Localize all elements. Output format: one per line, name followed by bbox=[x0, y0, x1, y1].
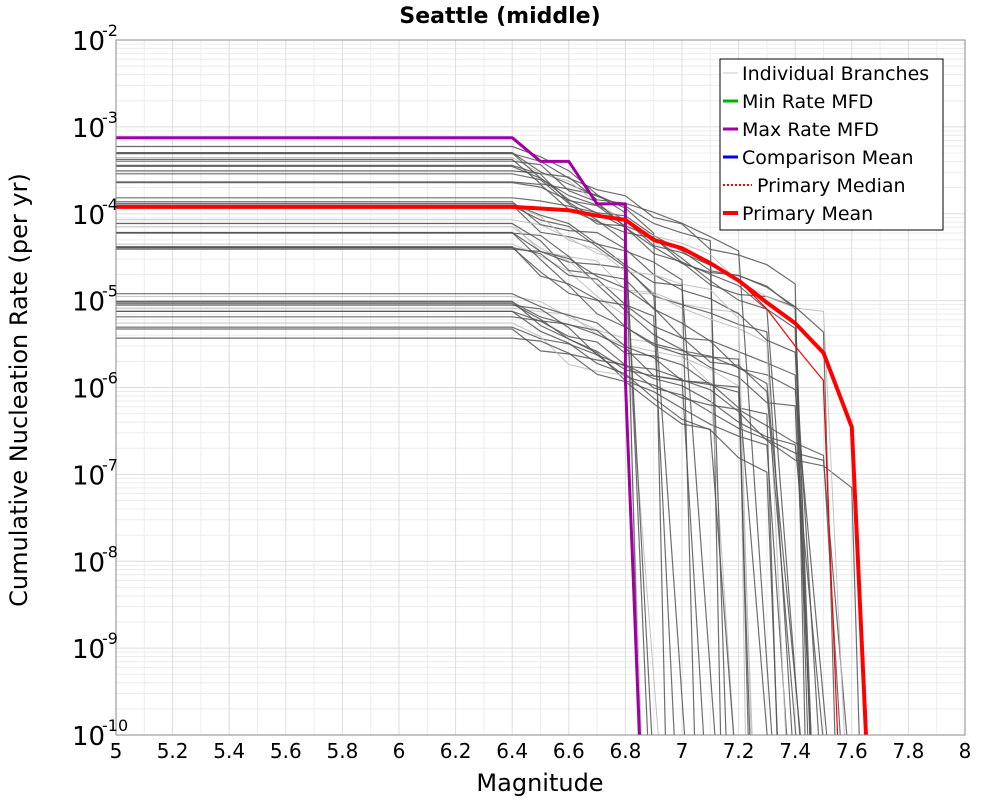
legend-entry-individual-branches: Individual Branches bbox=[723, 63, 929, 85]
branch-line bbox=[116, 328, 824, 736]
branch-line bbox=[116, 226, 787, 736]
x-tick-label: 6.6 bbox=[553, 739, 585, 763]
y-tick-exponent: -10 bbox=[102, 716, 128, 735]
y-tick-label: 10-4 bbox=[72, 195, 118, 231]
x-tick-label: 7.6 bbox=[836, 739, 868, 763]
branch-line bbox=[116, 231, 797, 736]
y-tick-exponent: -5 bbox=[102, 282, 118, 301]
y-tick-label: 10-2 bbox=[72, 21, 118, 57]
y-tick-exponent: -7 bbox=[102, 455, 118, 474]
y-tick-label: 10-10 bbox=[72, 716, 128, 752]
x-tick-label: 7.4 bbox=[779, 739, 811, 763]
legend-box bbox=[719, 58, 944, 231]
branch-line bbox=[116, 248, 686, 736]
y-tick-label: 10-8 bbox=[72, 542, 118, 578]
y-axis-label: Cumulative Nucleation Rate (per yr) bbox=[5, 173, 33, 607]
branch-line bbox=[116, 337, 735, 736]
y-tick-label: 10-9 bbox=[72, 629, 118, 665]
y-tick-base: 10 bbox=[72, 288, 105, 318]
legend-label: Primary Median bbox=[757, 175, 906, 197]
x-tick-label: 5.6 bbox=[270, 739, 302, 763]
y-tick-base: 10 bbox=[72, 548, 105, 578]
branch-line bbox=[116, 160, 801, 736]
branch-line bbox=[116, 157, 845, 736]
x-tick-label: 7 bbox=[676, 739, 689, 763]
legend-label: Min Rate MFD bbox=[742, 91, 873, 113]
x-tick-label: 5 bbox=[110, 739, 123, 763]
branch-line bbox=[116, 222, 828, 736]
y-tick-base: 10 bbox=[72, 27, 105, 57]
legend-entry-max-rate-mfd: Max Rate MFD bbox=[723, 119, 879, 141]
y-tick-base: 10 bbox=[72, 461, 105, 491]
branch-line bbox=[116, 232, 812, 736]
legend-label: Individual Branches bbox=[742, 63, 929, 85]
legend: Individual Branches Min Rate MFD Max Rat… bbox=[719, 58, 944, 231]
y-tick-exponent: -8 bbox=[102, 542, 118, 561]
y-tick-exponent: -6 bbox=[102, 369, 118, 388]
legend-entry-comparison-mean: Comparison Mean bbox=[723, 147, 914, 169]
y-tick-base: 10 bbox=[72, 722, 105, 752]
x-axis-label: Magnitude bbox=[476, 769, 603, 797]
branch-line bbox=[116, 310, 778, 736]
y-tick-exponent: -2 bbox=[102, 21, 118, 40]
max-rate-mfd-line bbox=[116, 136, 641, 736]
y-tick-base: 10 bbox=[72, 201, 105, 231]
y-tick-exponent: -4 bbox=[102, 195, 118, 214]
legend-entry-min-rate-mfd: Min Rate MFD bbox=[723, 91, 873, 113]
branch-line bbox=[116, 326, 841, 736]
branch-line bbox=[116, 303, 778, 736]
legend-label: Comparison Mean bbox=[742, 147, 914, 169]
x-tick-label: 5.2 bbox=[157, 739, 189, 763]
y-tick-exponent: -9 bbox=[102, 629, 118, 648]
y-tick-label: 10-5 bbox=[72, 282, 118, 318]
y-tick-label: 10-7 bbox=[72, 455, 118, 491]
branch-line bbox=[116, 246, 675, 736]
y-tick-base: 10 bbox=[72, 375, 105, 405]
x-tick-label: 7.8 bbox=[892, 739, 924, 763]
x-tick-labels: 5 5.2 5.4 5.6 5.8 6 6.2 6.4 6.6 6.8 7 7.2 7.4 7.6 7.8 8 bbox=[110, 739, 972, 763]
legend-entry-primary-median: Primary Median bbox=[723, 175, 906, 197]
y-tick-base: 10 bbox=[72, 635, 105, 665]
chart-title: Seattle (middle) bbox=[399, 4, 600, 29]
x-tick-label: 6.4 bbox=[496, 739, 528, 763]
branch-line bbox=[116, 152, 836, 736]
y-tick-label: 10-3 bbox=[72, 108, 118, 144]
x-tick-label: 5.4 bbox=[213, 739, 245, 763]
primary-mean-line bbox=[116, 204, 868, 736]
legend-label: Primary Mean bbox=[742, 203, 873, 225]
legend-entry-primary-mean: Primary Mean bbox=[723, 203, 873, 225]
series-lines bbox=[116, 136, 868, 736]
x-tick-label: 6 bbox=[393, 739, 406, 763]
x-tick-label: 7.2 bbox=[723, 739, 755, 763]
x-tick-label: 6.8 bbox=[609, 739, 641, 763]
x-tick-label: 8 bbox=[959, 739, 972, 763]
y-tick-label: 10-6 bbox=[72, 369, 118, 405]
x-tick-label: 5.8 bbox=[326, 739, 358, 763]
x-tick-label: 6.2 bbox=[440, 739, 472, 763]
y-tick-base: 10 bbox=[72, 114, 105, 144]
plot-frame bbox=[115, 39, 966, 736]
legend-label: Max Rate MFD bbox=[742, 119, 879, 141]
y-tick-exponent: -3 bbox=[102, 108, 118, 127]
